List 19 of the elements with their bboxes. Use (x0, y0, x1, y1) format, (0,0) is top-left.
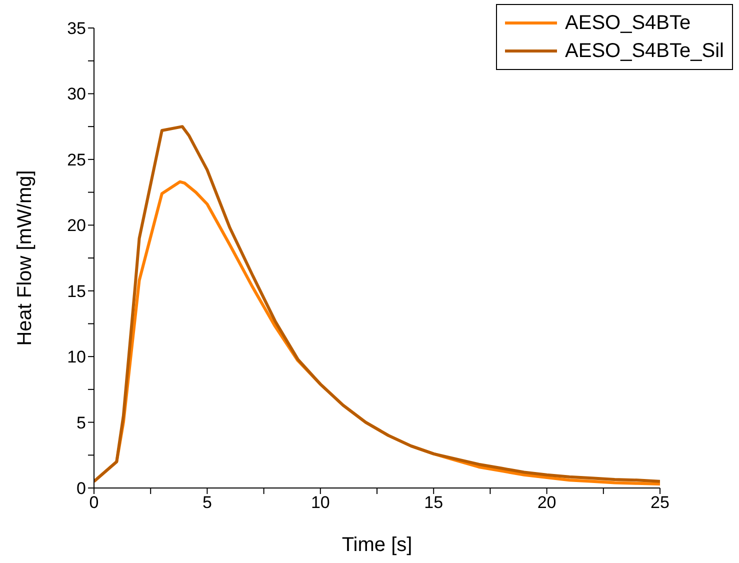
y-axis-title: Heat Flow [mW/mg] (14, 170, 36, 346)
y-tick-label: 25 (67, 150, 86, 170)
x-tick-label: 20 (537, 493, 556, 512)
y-tick-label: 20 (67, 216, 86, 236)
x-tick-label: 25 (650, 493, 670, 512)
y-tick-label: 15 (67, 282, 86, 301)
y-tick-label: 0 (76, 479, 86, 498)
y-tick-label: 10 (67, 348, 86, 367)
x-tick-label: 15 (424, 493, 444, 512)
x-tick-label: 10 (310, 493, 330, 512)
y-tick-label: 5 (76, 413, 86, 432)
line-series (94, 125, 660, 483)
x-axis-title: Time [s] (342, 534, 412, 556)
x-tick-label: 0 (89, 493, 99, 512)
legend-label: AESO_S4BTe (565, 11, 691, 36)
y-tick-label: 30 (67, 84, 86, 104)
legend-label: AESO_S4BTe_Sil (565, 39, 724, 64)
y-tick-label: 35 (67, 19, 86, 38)
x-tick-label: 5 (202, 493, 212, 512)
